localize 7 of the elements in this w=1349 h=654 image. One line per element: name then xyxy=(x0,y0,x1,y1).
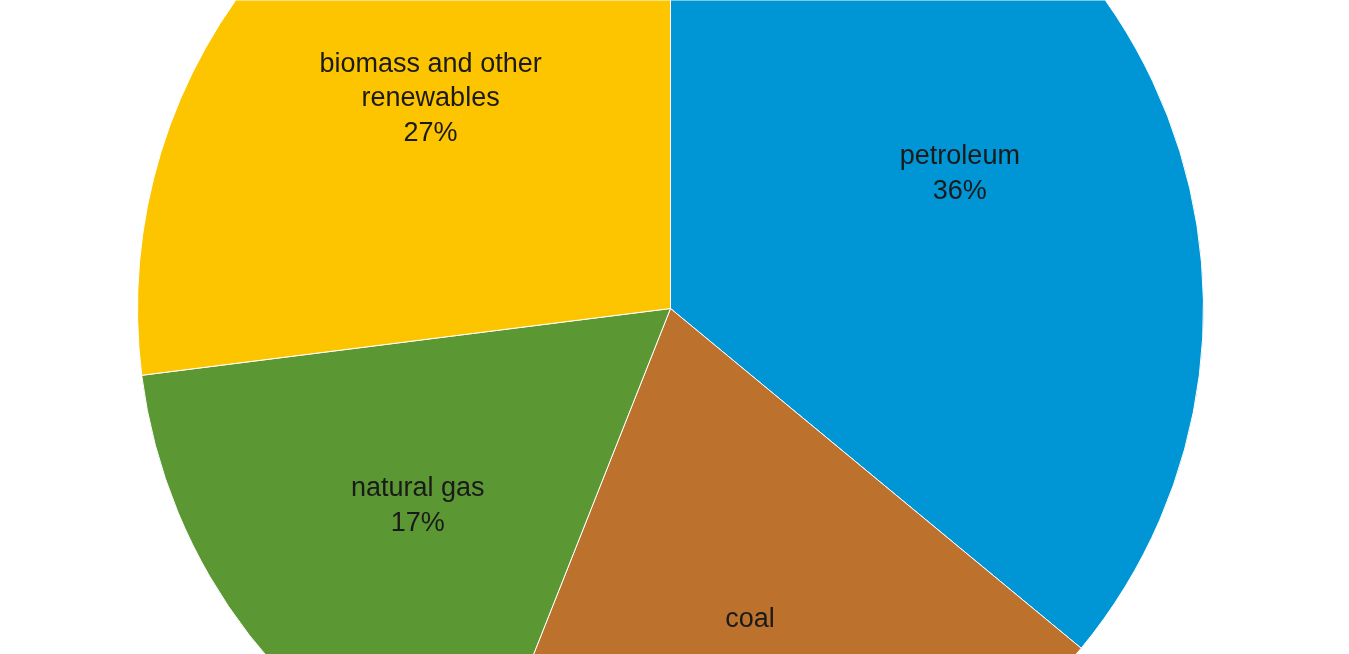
data-label: 27% xyxy=(403,116,458,147)
slice-label: biomass and other renewables xyxy=(319,47,542,113)
slice-label: petroleum xyxy=(899,140,1020,171)
data-label: 17% xyxy=(390,506,445,537)
slice-label: coal xyxy=(725,603,775,634)
slice-label: natural gas xyxy=(351,472,485,503)
data-label: 36% xyxy=(932,174,987,205)
